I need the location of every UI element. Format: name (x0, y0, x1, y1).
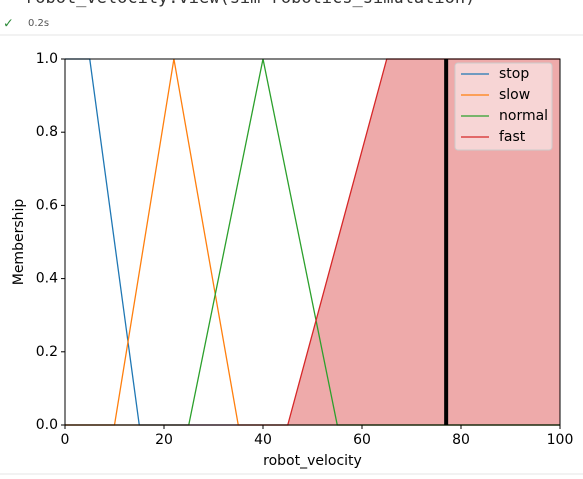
code-line: robot_velocity.view(sim=robotics_simulat… (25, 0, 475, 8)
x-tick-label: 0 (61, 432, 70, 448)
y-tick-label: 0.8 (36, 124, 58, 140)
x-tick-label: 100 (547, 432, 574, 448)
plot: 0 20 40 60 80 100 0.0 0.2 0.4 0.6 0.8 1.0 robot_velo… (11, 51, 573, 469)
y-tick-label: 0.2 (36, 344, 58, 360)
area (65, 59, 560, 425)
x-tick-label: 80 (452, 432, 470, 448)
y-tick-label: 0.4 (36, 271, 58, 287)
legend-box (454, 62, 553, 151)
axes-frame (64, 58, 561, 426)
x-axis-label: robot_velocity (263, 453, 362, 469)
y-tick-label: 0.6 (36, 197, 58, 213)
y-axis-label: Membership (11, 199, 27, 286)
legend-label: slow (499, 87, 530, 103)
legend-label: normal (499, 108, 548, 124)
status-icon: ✓ (3, 17, 14, 32)
x-tick-label: 20 (155, 432, 173, 448)
x-tick-label: 40 (254, 432, 272, 448)
y-tick-label: 0.0 (36, 417, 58, 433)
legend-label: fast (499, 129, 526, 145)
legend-label: stop (499, 66, 529, 82)
x-tick-label: 60 (353, 432, 371, 448)
exec-time: 0.2s (28, 18, 49, 29)
y-tick-label: 1.0 (36, 51, 58, 67)
